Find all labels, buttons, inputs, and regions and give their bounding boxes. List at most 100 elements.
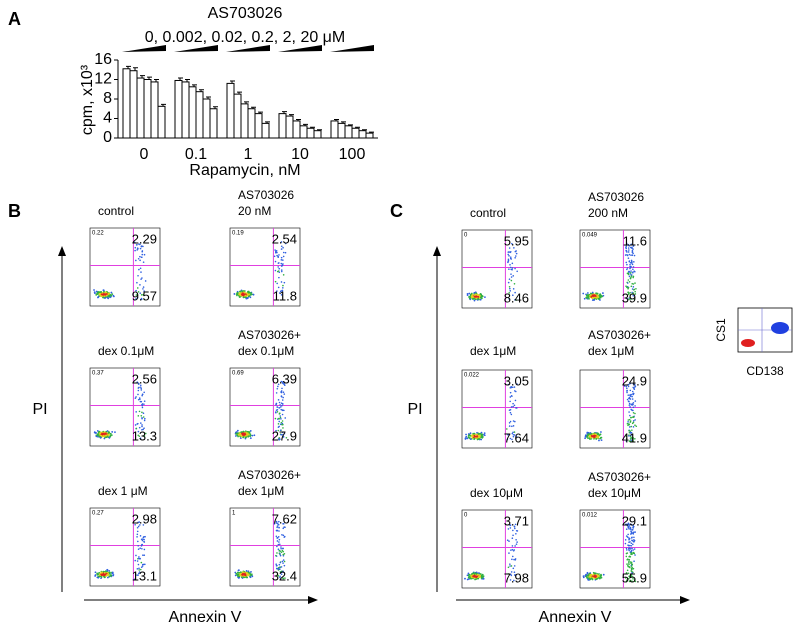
cell-dot — [139, 386, 142, 388]
error-bar — [237, 91, 242, 95]
cell-dot — [631, 288, 634, 290]
cell-dot — [143, 298, 146, 301]
cell-dot — [598, 577, 601, 580]
cell-dot — [586, 431, 589, 434]
cell-dot — [244, 296, 247, 299]
cell-dot — [141, 277, 143, 279]
cell-dot — [626, 549, 628, 551]
cell-dot — [136, 530, 139, 533]
cell-dot — [138, 571, 141, 573]
cell-dot — [632, 292, 635, 294]
cell-dot — [143, 427, 145, 429]
cell-dot — [507, 434, 509, 436]
quadrant-value: 1 — [232, 511, 236, 517]
cell-dot — [464, 577, 466, 580]
cell-dot — [283, 526, 285, 528]
cell-dot — [134, 523, 136, 526]
cell-dot — [144, 417, 146, 420]
cell-dot — [238, 575, 241, 578]
cell-dot — [593, 294, 596, 297]
cell-dot — [278, 254, 280, 256]
cell-dot — [633, 579, 636, 581]
cell-dot — [140, 256, 143, 259]
cell-dot — [142, 245, 144, 248]
error-bar — [362, 129, 367, 131]
cell-dot — [100, 573, 103, 576]
cell-dot — [245, 434, 248, 437]
cell-dot — [633, 560, 635, 563]
cell-dot — [630, 285, 633, 288]
cell-dot — [628, 528, 630, 530]
cell-dot — [627, 291, 630, 294]
cell-dot — [280, 418, 282, 420]
cell-dot — [98, 571, 101, 574]
cell-dot — [591, 294, 594, 297]
error-bar — [355, 126, 360, 129]
cell-dot — [140, 566, 143, 569]
cell-dot — [245, 569, 248, 572]
cell-dot — [275, 411, 277, 414]
cell-dot — [595, 578, 598, 581]
cell-dot — [625, 580, 628, 583]
cell-dot — [138, 397, 141, 399]
cell-dot — [283, 393, 286, 395]
cell-dot — [246, 572, 249, 574]
arrow-head — [680, 596, 690, 604]
cell-dot — [632, 403, 634, 406]
cell-dot — [471, 294, 474, 297]
cell-dot — [137, 422, 139, 425]
cell-dot — [480, 438, 483, 441]
cell-dot — [508, 425, 511, 427]
cell-dot — [627, 247, 630, 249]
cell-dot — [97, 296, 100, 298]
cell-dot — [600, 431, 602, 433]
cell-dot — [282, 251, 285, 254]
cell-dot — [101, 293, 104, 296]
cell-dot — [633, 289, 635, 291]
cell-dot — [278, 538, 281, 541]
cell-dot — [279, 566, 281, 568]
quadrant-value: 27.9 — [272, 428, 297, 443]
bar — [150, 81, 159, 139]
cell-dot — [281, 533, 283, 536]
cell-dot — [249, 573, 252, 576]
cell-dot — [514, 558, 517, 560]
cell-dot — [278, 407, 281, 409]
cell-dot — [632, 416, 635, 418]
cell-dot — [630, 549, 633, 552]
cell-dot — [631, 398, 634, 400]
cell-dot — [470, 574, 472, 577]
x-tick-label: 0 — [140, 146, 149, 163]
cell-dot — [633, 298, 636, 300]
cell-dot — [277, 399, 280, 401]
cell-dot — [283, 384, 286, 387]
cell-dot — [277, 423, 280, 425]
cell-dot — [276, 545, 278, 548]
cell-dot — [137, 291, 140, 293]
cell-dot — [509, 266, 512, 269]
cell-dot — [280, 546, 282, 548]
cell-dot — [478, 576, 480, 579]
cell-dot — [278, 401, 281, 404]
error-bar — [317, 129, 322, 131]
cell-dot — [588, 297, 590, 300]
cell-dot — [631, 395, 633, 398]
cell-dot — [507, 253, 510, 256]
cell-dot — [625, 555, 628, 558]
cell-dot — [630, 523, 632, 526]
cell-dot — [632, 540, 635, 543]
cell-dot — [249, 576, 252, 579]
cell-dot — [469, 438, 472, 441]
cell-dot — [589, 292, 592, 295]
cell-dot — [628, 275, 631, 278]
cell-dot — [586, 572, 589, 575]
cell-dot — [629, 291, 631, 294]
cell-dot — [237, 569, 240, 572]
quadrant-value: 24.9 — [622, 373, 647, 388]
cell-dot — [483, 432, 486, 435]
cell-dot — [280, 551, 283, 554]
error-bar — [161, 103, 166, 107]
cell-dot — [475, 295, 478, 298]
cell-dot — [632, 527, 634, 529]
